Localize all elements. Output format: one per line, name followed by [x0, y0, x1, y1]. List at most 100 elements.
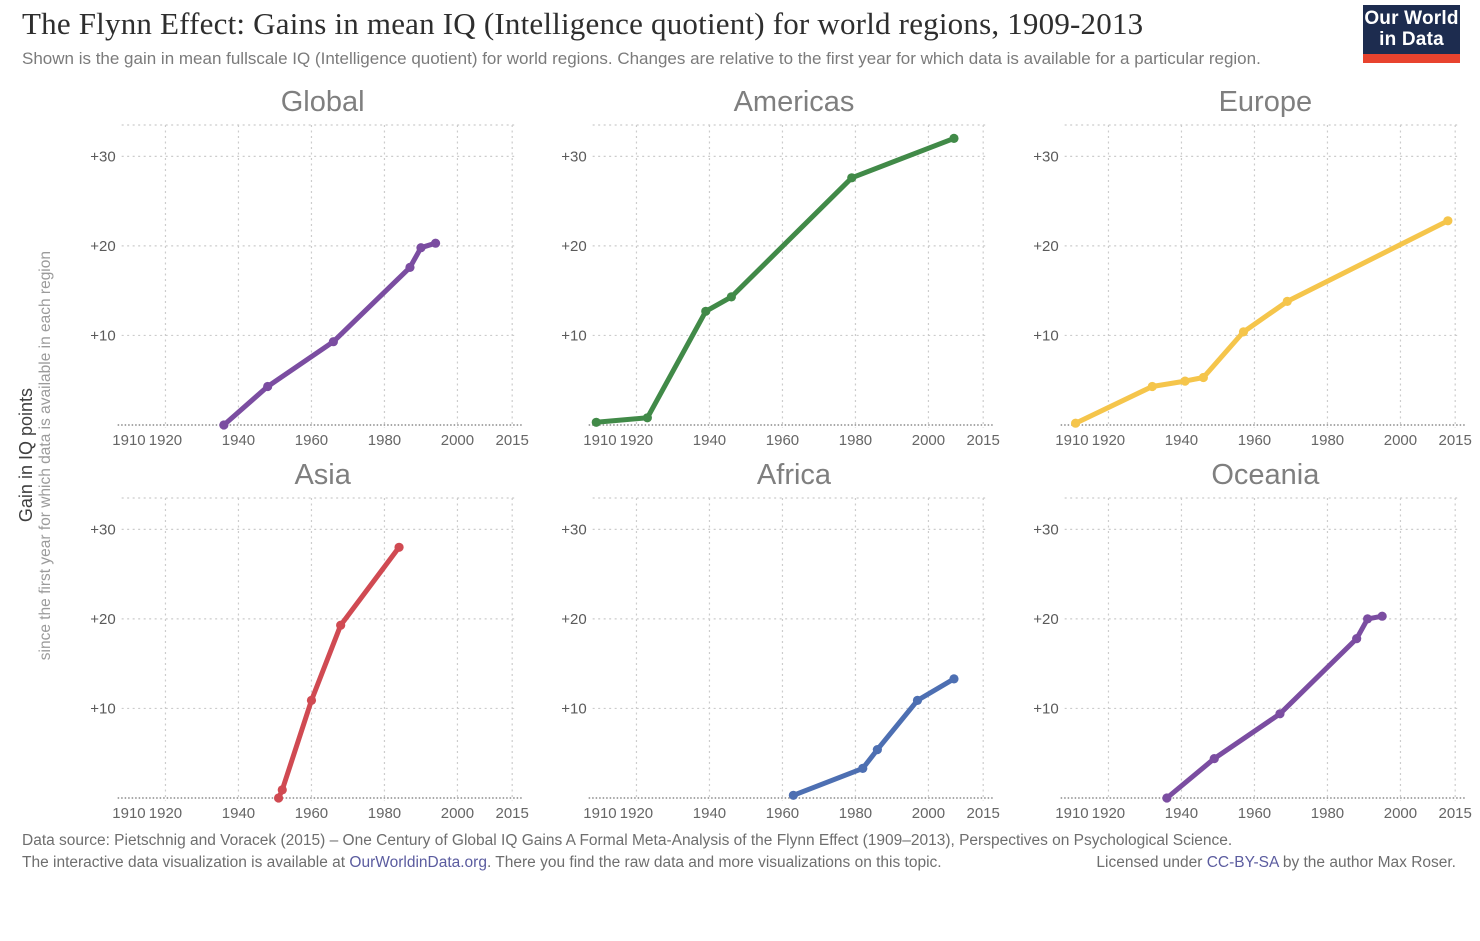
ourworldindata-link[interactable]: OurWorldinData.org	[349, 854, 487, 872]
chart-asia: +10 +20 +30 1910 1920 1940 1960 1980 2000 2015	[90, 497, 529, 822]
x-tick-label: 2015	[1438, 805, 1471, 822]
x-tick-label: 1910	[112, 432, 145, 449]
data-point	[1442, 216, 1453, 226]
owid-logo-box: Our World in Data	[1363, 5, 1460, 54]
footer-row2: The interactive data visualization is av…	[22, 852, 1456, 874]
y-tick-label: +20	[1033, 611, 1058, 628]
x-tick-label: 1910	[584, 805, 617, 822]
x-tick-label: 1960	[295, 805, 328, 822]
data-point	[277, 785, 287, 795]
x-tick-label: 1940	[222, 432, 255, 449]
x-tick-label: 1920	[149, 805, 182, 822]
chart-americas: +10 +20 +30 1910 1920 1940 1960 1980 2000 2015	[562, 124, 1000, 449]
x-tick-label: 1960	[295, 432, 328, 449]
series-line-americas	[594, 136, 957, 426]
x-tick-label: 1960	[766, 805, 799, 822]
small-multiples-grid: Global +10 +20 +30 1910 1920 1940 1960 1980 2000…	[64, 84, 1474, 826]
x-tick-label: 1940	[693, 432, 726, 449]
x-tick-label: 2015	[496, 432, 529, 449]
x-tick-label: 2015	[496, 805, 529, 822]
y-tick-label: +20	[562, 611, 587, 628]
data-point	[1198, 373, 1208, 383]
chart-global: +10 +20 +30 1910 1920 1940 1960 1980 2000 2015	[90, 124, 529, 449]
series-line-asia	[276, 545, 402, 801]
panel-asia: Asia +10 +20 +30 1910 1920 1940 1960 1980 2000 20…	[64, 457, 531, 826]
y-tick-label: +10	[562, 701, 587, 718]
panel-oceania: Oceania +10 +20 +30 1910 1920 1940 1960 1980 200…	[1007, 457, 1474, 826]
x-tick-label: 1940	[1164, 432, 1197, 449]
x-tick-label: 2000	[912, 805, 945, 822]
panel-title-oceania: Oceania	[1211, 459, 1320, 492]
y-tick-label: +20	[90, 611, 115, 628]
data-point	[1362, 614, 1372, 624]
x-tick-label: 1920	[620, 432, 653, 449]
y-tick-label: +30	[1033, 522, 1058, 539]
footer: Data source: Pietschnig and Voracek (201…	[0, 826, 1480, 874]
x-tick-label: 1910	[112, 805, 145, 822]
data-point	[858, 764, 868, 774]
y-tick-label: +10	[562, 328, 587, 345]
x-tick-label: 2000	[441, 432, 474, 449]
data-point	[328, 337, 338, 347]
x-tick-label: 1920	[1091, 432, 1124, 449]
x-tick-label: 1980	[839, 432, 872, 449]
data-point	[1070, 419, 1080, 429]
data-point	[727, 292, 737, 302]
panel-europe: Europe +10 +20 +30 1910 1920 1940 1960 1980 2000…	[1007, 84, 1474, 453]
charts-area: Gain in IQ points since the first year f…	[6, 84, 1474, 826]
footer-license: Licensed under CC-BY-SA by the author Ma…	[1096, 852, 1456, 874]
x-tick-label: 1910	[1055, 805, 1088, 822]
panel-title-global: Global	[280, 86, 365, 119]
x-tick-label: 1940	[1164, 805, 1197, 822]
data-point	[336, 621, 346, 631]
panel-title-americas: Americas	[733, 86, 855, 119]
x-tick-label: 1960	[1237, 805, 1270, 822]
data-point	[873, 745, 883, 755]
series-line-global	[221, 241, 439, 428]
x-tick-label: 1960	[1237, 432, 1270, 449]
y-tick-label: +30	[562, 522, 587, 539]
data-point	[591, 418, 602, 428]
panel-americas: Americas +10 +20 +30 1910 1920 1940 1960 1980 20…	[535, 84, 1002, 453]
owid-logo-line2: in Data	[1379, 28, 1444, 50]
data-point	[847, 173, 857, 183]
y-tick-label: +20	[90, 238, 115, 255]
x-tick-label: 2000	[912, 432, 945, 449]
data-point	[789, 791, 799, 801]
y-axis-label-gutter: Gain in IQ points since the first year f…	[6, 84, 64, 826]
series-line-europe	[1072, 218, 1451, 427]
footer-line2-prefix: The interactive data visualization is av…	[22, 854, 350, 872]
data-point	[416, 243, 426, 253]
chart-oceania: +10 +20 +30 1910 1920 1940 1960 1980 2000 2015	[1033, 497, 1472, 822]
x-tick-label: 1980	[839, 805, 872, 822]
data-point	[219, 420, 229, 431]
data-point	[394, 543, 404, 553]
data-point	[913, 696, 923, 706]
data-point	[949, 674, 959, 684]
y-tick-label: +20	[562, 238, 587, 255]
y-tick-label: +30	[562, 149, 587, 166]
chart-africa: +10 +20 +30 1910 1920 1940 1960 1980 2000 2015	[562, 497, 1000, 822]
chart-europe: +10 +20 +30 1910 1920 1940 1960 1980 2000 2015	[1033, 124, 1472, 449]
data-point	[1161, 793, 1172, 804]
x-tick-label: 2000	[1383, 432, 1416, 449]
footer-datasource: Data source: Pietschnig and Voracek (201…	[22, 832, 1233, 850]
owid-logo-line1: Our World	[1364, 7, 1459, 29]
owid-logo-accent-strip	[1363, 54, 1460, 63]
data-point	[949, 134, 959, 144]
x-tick-label: 2000	[441, 805, 474, 822]
data-point	[1180, 376, 1190, 387]
y-axis-label-main: Gain in IQ points	[15, 388, 36, 523]
panel-title-africa: Africa	[756, 459, 832, 492]
x-tick-label: 1960	[766, 432, 799, 449]
data-point	[405, 263, 415, 273]
footer-license-prefix: Licensed under	[1096, 854, 1207, 872]
y-tick-label: +10	[1033, 701, 1058, 718]
cc-by-sa-link[interactable]: CC-BY-SA	[1206, 854, 1279, 872]
footer-visualization-note: The interactive data visualization is av…	[22, 852, 942, 874]
y-tick-label: +10	[1033, 328, 1058, 345]
x-tick-label: 2000	[1383, 805, 1416, 822]
data-point	[643, 413, 653, 423]
x-tick-label: 2015	[967, 805, 1000, 822]
y-tick-label: +30	[90, 522, 115, 539]
